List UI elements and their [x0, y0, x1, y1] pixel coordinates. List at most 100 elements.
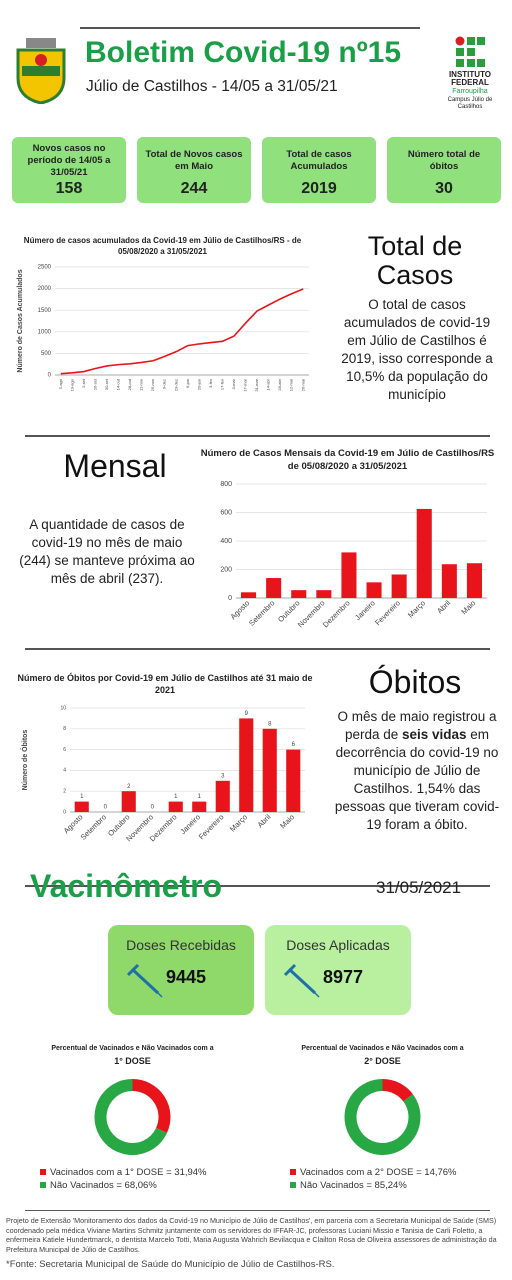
vaccine-date: 31/05/2021	[376, 878, 462, 897]
legend-item: Vacinados com a 2° DOSE = 14,76%	[290, 1167, 457, 1178]
bar	[215, 780, 230, 812]
y-axis-label: Número de Óbitos	[20, 730, 29, 791]
data-label: 1	[80, 794, 84, 800]
bar	[266, 578, 282, 598]
y-tick-label: 2000	[38, 286, 52, 292]
stat-card: Total de Novos casos em Maio 244	[137, 137, 251, 203]
shield	[16, 48, 66, 104]
x-tick-label: 14-abr	[266, 378, 271, 390]
legend-swatch	[40, 1182, 46, 1188]
legend-label: Não Vacinados = 85,24%	[300, 1180, 407, 1191]
data-label: 6	[292, 742, 296, 748]
chart-title: Número de Óbitos por Covid-19 em Júlio d…	[17, 673, 313, 695]
legend-swatch	[40, 1169, 46, 1175]
x-tick-label: 3-mar	[231, 378, 236, 389]
syringe-body	[130, 967, 160, 995]
x-tick-label: 28-out	[127, 378, 132, 390]
data-label: 0	[151, 805, 155, 811]
y-tick-label: 10	[60, 705, 66, 711]
y-tick-label: 1000	[38, 329, 52, 335]
x-tick-label: 12-mai	[289, 379, 294, 391]
rule	[80, 27, 420, 29]
x-tick-label: Setembro	[79, 812, 108, 841]
donut-slice	[382, 1079, 413, 1102]
section-heading: Mensal	[63, 448, 167, 484]
chart-subtitle: 1° DOSE	[114, 1056, 151, 1066]
subtitle: Júlio de Castilhos - 14/05 a 31/05/21	[86, 78, 338, 95]
footer-source: *Fonte: Secretaria Municipal de Saúde do…	[6, 1259, 335, 1270]
stat-card: Total de casos Acumulados 2019	[262, 137, 376, 203]
y-tick-label: 6	[63, 747, 66, 753]
bar	[286, 749, 301, 812]
x-tick-label: Março	[228, 812, 249, 833]
chart: Número de Casos Mensais da Covid-19 em J…	[200, 448, 495, 638]
chart: Número de Óbitos por Covid-19 em Júlio d…	[15, 672, 315, 852]
syringe-needle	[312, 990, 320, 998]
x-tick-label: 26-mai	[300, 379, 305, 391]
chart: Percentual de Vacinados e Não Vacinados …	[15, 1045, 250, 1200]
bar	[241, 592, 257, 598]
y-tick-label: 8	[63, 726, 66, 732]
section-heading: Óbitos	[368, 664, 462, 700]
section-text: A quantidade de casos de covid-19 no mês…	[19, 517, 195, 586]
bar	[441, 564, 457, 598]
legend-swatch	[290, 1182, 296, 1188]
x-tick-label: Agosto	[228, 598, 251, 621]
logo-square	[467, 37, 475, 45]
bar	[341, 552, 357, 598]
y-tick-label: 2500	[38, 265, 52, 271]
x-tick-label: 5-ago	[58, 378, 63, 389]
x-tick-label: 3-fev	[208, 379, 213, 388]
syringe-body	[287, 967, 317, 995]
x-tick-label: 16-set	[92, 378, 97, 390]
crown	[26, 38, 56, 48]
vaccine-title: Vacinômetro	[30, 868, 223, 904]
legend-label: Vacinados com a 2° DOSE = 14,76%	[300, 1167, 457, 1178]
legend-swatch	[290, 1169, 296, 1175]
y-tick-label: 500	[41, 351, 52, 357]
dose-value: 9445	[166, 967, 207, 987]
x-tick-label: 17-fev	[219, 379, 224, 390]
y-tick-label: 0	[228, 595, 232, 602]
x-tick-label: 2-set	[81, 378, 86, 388]
text-part: O mês de maio registrou a perda de	[337, 709, 497, 742]
rule	[25, 885, 490, 887]
section-text: O total de casos acumulados de covid-19 …	[341, 297, 493, 402]
bar	[366, 582, 382, 598]
x-tick-label: 23-dez	[173, 379, 178, 391]
x-tick-label: Abril	[435, 598, 452, 615]
y-tick-label: 1500	[38, 308, 52, 314]
bar	[121, 791, 136, 812]
dose-card: Doses Recebidas 9445	[108, 925, 254, 1015]
y-tick-label: 0	[48, 373, 52, 379]
x-tick-label: 20-jan	[196, 379, 201, 390]
bar	[192, 801, 207, 812]
stat-card: Número total de óbitos 30	[387, 137, 501, 203]
donut	[344, 1079, 421, 1155]
data-label: 0	[104, 805, 108, 811]
x-tick-label: Fevereiro	[197, 812, 226, 841]
syringe-needle	[155, 990, 163, 998]
x-tick-label: Março	[406, 598, 427, 619]
logo-square	[477, 37, 485, 45]
chart-title: Percentual de Vacinados e Não Vacinados …	[51, 1045, 214, 1052]
card-value: 158	[55, 180, 83, 197]
dose-value: 8977	[323, 967, 364, 987]
syringe-icon	[283, 963, 320, 998]
x-tick-label: 11-nov	[139, 379, 144, 391]
logo-square	[456, 59, 464, 67]
bar	[316, 590, 332, 598]
y-tick-label: 0	[63, 809, 66, 815]
chart: Percentual de Vacinados e Não Vacinados …	[265, 1045, 500, 1200]
donut	[94, 1079, 171, 1155]
logo-name: INSTITUTO FEDERAL	[448, 70, 492, 87]
bar	[74, 801, 89, 812]
x-tick-label: 31-mar	[254, 378, 259, 391]
y-axis-label: Número de Casos Acumulados	[17, 269, 24, 372]
dose-label: Doses Aplicadas	[286, 937, 390, 953]
x-tick-label: 9-dez	[162, 379, 167, 389]
bar	[391, 574, 407, 598]
data-label: 2	[127, 784, 131, 790]
